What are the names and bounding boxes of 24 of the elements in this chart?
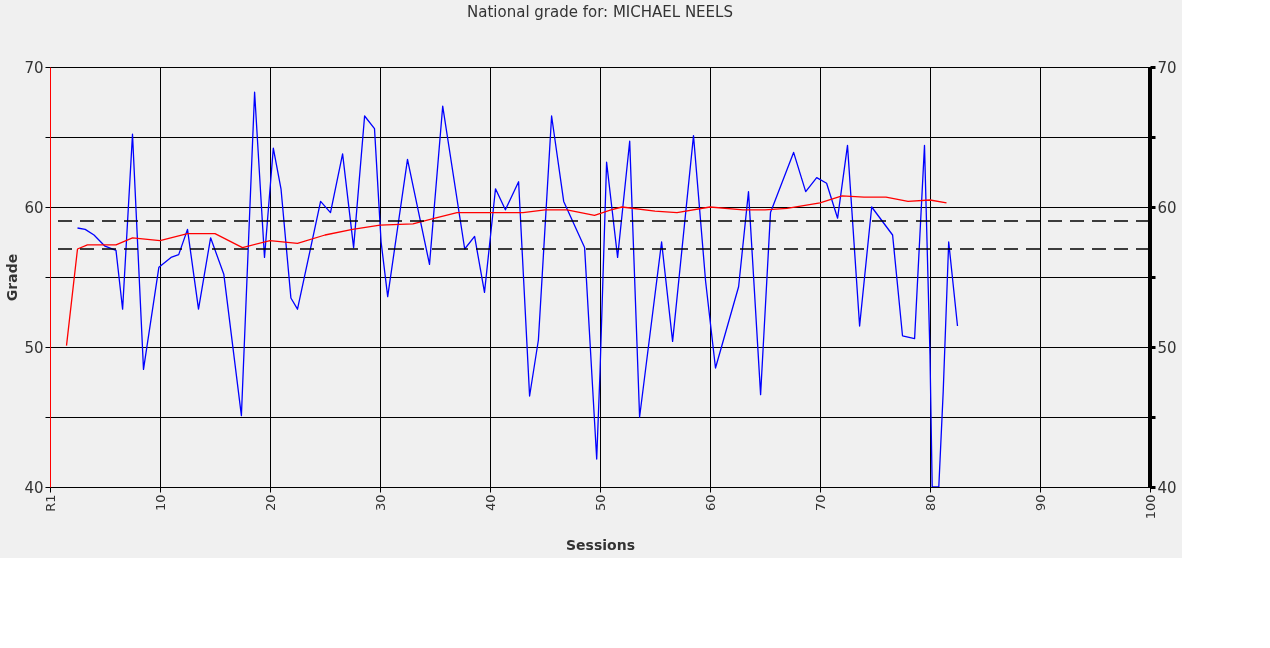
line-series <box>65 195 948 347</box>
x-tick-label: 60 <box>702 494 718 512</box>
x-tick-label: 10 <box>152 494 168 512</box>
x-tick-label: 50 <box>592 494 608 512</box>
y2-tick-label: 40 <box>1157 478 1177 497</box>
x-tick-label: 90 <box>1032 494 1048 512</box>
line-series <box>76 91 959 487</box>
x-tick-label: 100 <box>1142 494 1158 520</box>
x-tick-label: 30 <box>372 494 388 512</box>
x-tick-label: 40 <box>482 494 498 512</box>
y2-tick-label: 50 <box>1157 338 1177 357</box>
y-tick-label: 40 <box>24 478 44 497</box>
y2-tick-label: 60 <box>1157 198 1177 217</box>
x-tick-label: 70 <box>812 494 828 512</box>
x-tick-label: R1 <box>42 494 58 512</box>
x-tick-label: 80 <box>922 494 938 512</box>
y-tick-label: 50 <box>24 338 44 357</box>
y-axis-title: Grade <box>4 253 21 302</box>
chart-title: National grade for: MICHAEL NEELS <box>467 3 733 21</box>
y2-tick-label: 70 <box>1157 58 1177 77</box>
x-tick-label: 20 <box>262 494 278 512</box>
y-tick-label: 60 <box>24 198 44 217</box>
y-tick-label: 70 <box>24 58 44 77</box>
x-axis-title: Sessions <box>566 537 635 554</box>
